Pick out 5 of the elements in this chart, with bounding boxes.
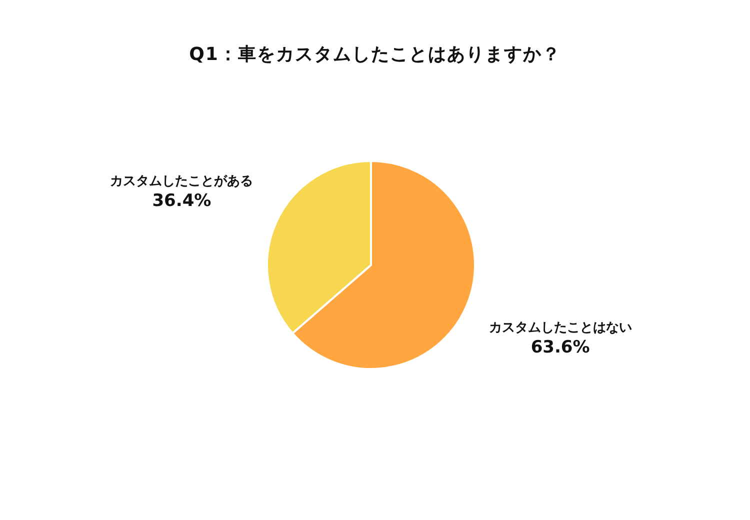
slice-label: カスタムしたことはない <box>488 320 632 336</box>
data-label: 63.6% <box>530 338 590 358</box>
data-label: 36.4% <box>152 191 212 212</box>
slice-label: カスタムしたことがある <box>110 174 254 190</box>
chart-title: Q1：車をカスタムしたことはありますか？ <box>188 43 562 66</box>
